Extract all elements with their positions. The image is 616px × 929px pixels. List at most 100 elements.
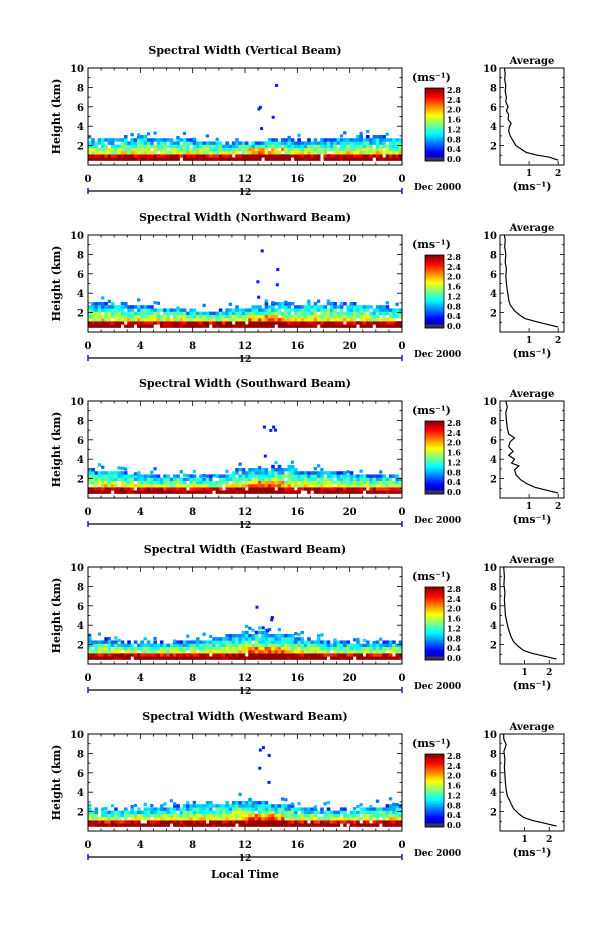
heatmap-cell: [163, 321, 167, 325]
colorbar-swatch: [425, 472, 444, 475]
heatmap-cell: [303, 646, 308, 651]
heatmap-cell: [107, 141, 112, 145]
heatmap-cell: [323, 144, 328, 149]
heatmap-cell: [303, 321, 308, 325]
profile-y-tick-label: 10: [483, 563, 497, 574]
heatmap-cell: [143, 810, 148, 815]
heatmap-cell: [120, 656, 125, 660]
heatmap-cell: [280, 804, 285, 808]
heatmap-cell: [91, 141, 95, 145]
heatmap-cell: [133, 653, 138, 657]
heatmap-cell: [336, 646, 341, 651]
heatmap-cell: [176, 640, 180, 644]
heatmap-cell: [241, 807, 246, 811]
heatmap-cell: [248, 311, 252, 316]
heatmap-cell: [280, 321, 285, 325]
heatmap-cell: [91, 321, 95, 325]
heatmap-cell: [300, 141, 305, 145]
colorbar-swatch: [425, 483, 444, 486]
heatmap-cell: [117, 147, 122, 152]
heatmap-cell: [320, 640, 324, 644]
heatmap-cell: [398, 643, 403, 648]
heatmap-cell: [287, 650, 292, 654]
heatmap-cell: [104, 138, 108, 142]
heatmap-cell: [123, 151, 128, 155]
heatmap-cell: [120, 810, 125, 815]
colorbar-swatch: [425, 453, 444, 457]
heatmap-cell: [388, 138, 393, 142]
heatmap-cell: [356, 817, 360, 821]
heatmap-cell: [104, 471, 108, 475]
heatmap-cell: [195, 490, 200, 494]
heatmap-cell: [362, 154, 367, 158]
heatmap-cell: [143, 141, 148, 145]
heatmap-cell: [362, 141, 367, 145]
heatmap-cell: [143, 650, 148, 654]
heatmap-cell: [166, 308, 171, 312]
heatmap-cell: [199, 817, 203, 821]
heatmap-cell: [107, 147, 112, 152]
profile-title: Average: [509, 56, 555, 67]
colorbar-swatch: [425, 486, 444, 489]
heatmap-cell: [186, 154, 190, 158]
heatmap-cell: [320, 643, 324, 648]
heatmap-cell: [320, 474, 324, 478]
heatmap-cell: [271, 640, 275, 644]
colorbar-swatch: [425, 269, 444, 272]
heatmap-cell: [241, 324, 246, 328]
heatmap-cell: [228, 810, 233, 815]
heatmap-cell: [182, 138, 187, 142]
heatmap-cell: [182, 308, 187, 312]
heatmap-cell: [123, 135, 128, 139]
heatmap-cell: [104, 480, 108, 485]
heatmap-cell: [320, 141, 324, 145]
heatmap-cell: [343, 151, 347, 155]
heatmap-cell: [163, 308, 167, 312]
heatmap-cell: [189, 807, 193, 811]
heatmap-cell: [173, 646, 177, 651]
heatmap-cell: [258, 308, 262, 312]
heatmap-cell: [222, 813, 226, 818]
heatmap-cell: [97, 820, 102, 824]
heatmap-cell: [258, 318, 262, 322]
heatmap-cell: [326, 643, 331, 648]
heatmap-cell: [166, 311, 171, 316]
heatmap-cell: [300, 484, 305, 488]
heatmap-cell: [146, 653, 151, 657]
heatmap-cell: [336, 656, 341, 660]
heatmap-cell: [248, 314, 252, 319]
heatmap-cell: [209, 646, 213, 651]
heatmap-cell: [146, 807, 151, 811]
y-tick-label: 6: [77, 436, 84, 447]
heatmap-cell: [388, 807, 393, 811]
heatmap-cell: [205, 321, 210, 325]
heatmap-cell: [287, 144, 292, 149]
heatmap-cell: [153, 656, 157, 660]
heatmap-cell: [362, 820, 367, 824]
heatmap-cell: [94, 477, 99, 482]
heatmap-cell: [107, 318, 112, 322]
heatmap-cell: [323, 321, 328, 325]
heatmap-cell: [346, 813, 350, 818]
heatmap-cell: [182, 490, 187, 494]
heatmap-cell: [235, 490, 239, 494]
heatmap-cell: [388, 144, 393, 149]
colorbar-swatch: [425, 754, 444, 757]
colorbar-swatch: [425, 122, 444, 125]
heatmap-cell: [199, 656, 203, 660]
heatmap-cell: [231, 656, 236, 660]
heatmap-cell: [395, 324, 400, 328]
heatmap-cell: [123, 807, 128, 811]
heatmap-cell: [366, 151, 370, 155]
heatmap-cell: [254, 318, 259, 322]
heatmap-cell: [222, 157, 226, 161]
profile-y-tick-label: 4: [490, 621, 497, 632]
heatmap-cell: [280, 656, 285, 660]
heatmap-cell: [137, 656, 141, 660]
heatmap-cell: [163, 643, 167, 648]
heatmap-cell: [218, 151, 223, 155]
colorbar-swatch: [425, 470, 444, 473]
profile-x-tick-label: 1: [526, 169, 532, 179]
heatmap-cell: [192, 477, 197, 482]
heatmap-cell: [140, 311, 144, 316]
